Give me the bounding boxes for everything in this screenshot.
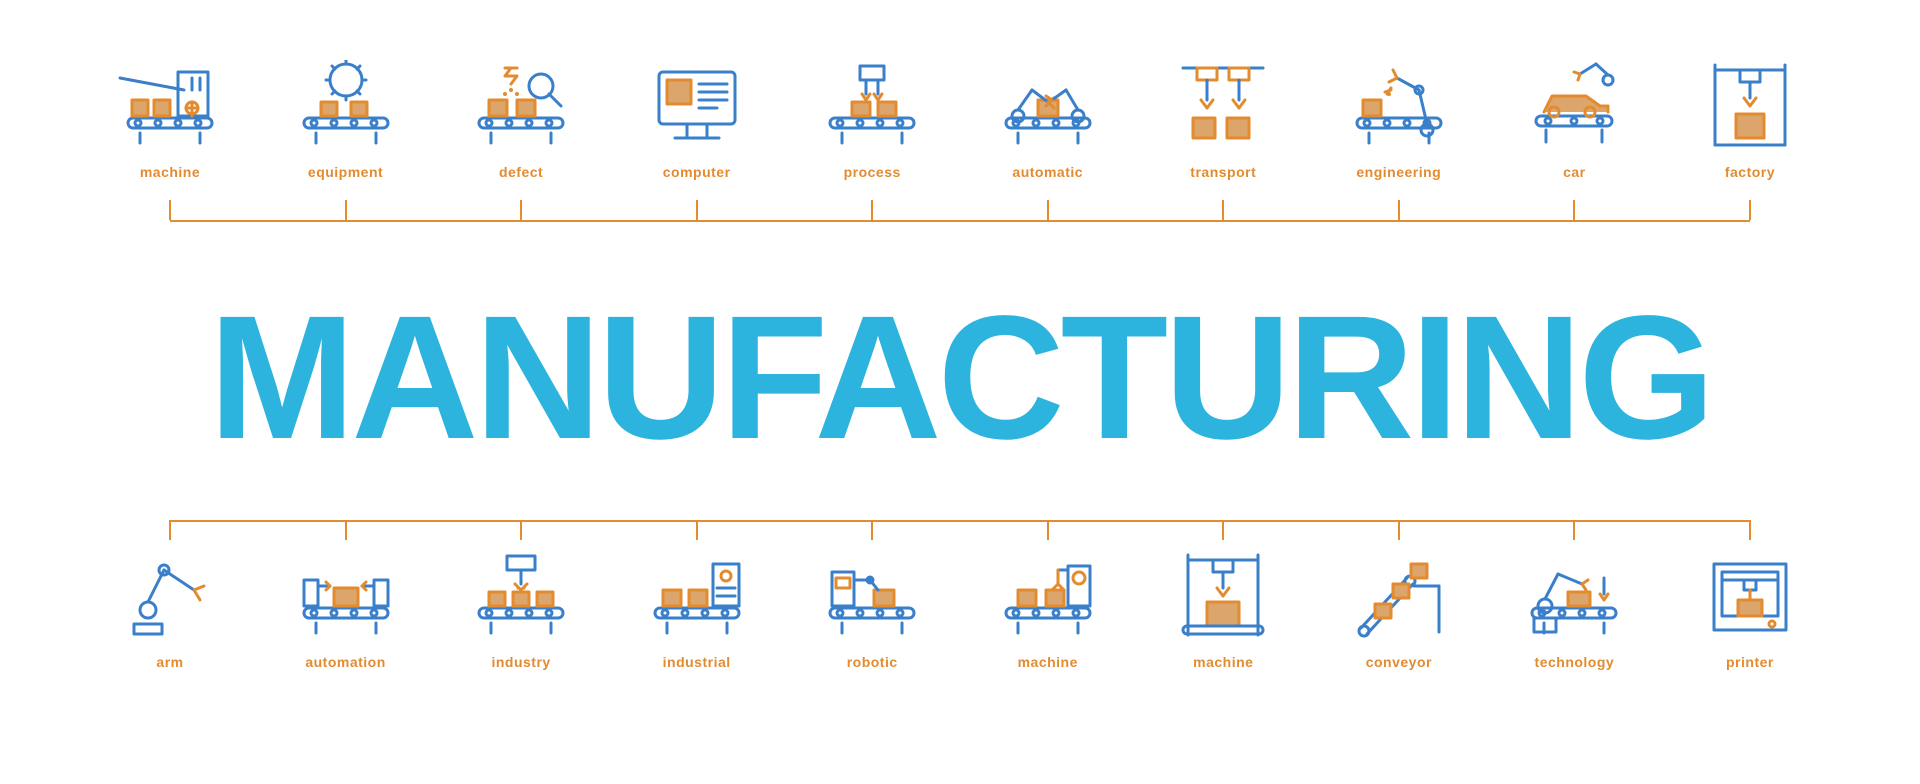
icon-label: industrial [663, 654, 731, 670]
icon-label: process [844, 164, 901, 180]
icon-cell-machine2: machine [968, 550, 1128, 670]
connector-bottom [170, 500, 1750, 540]
arm-icon [115, 550, 225, 640]
icon-cell-equipment: equipment [266, 60, 426, 180]
car-icon [1519, 60, 1629, 150]
machine2-icon [993, 550, 1103, 640]
icon-label: machine [1193, 654, 1253, 670]
icon-label: transport [1190, 164, 1256, 180]
icon-label: machine [1018, 654, 1078, 670]
icon-cell-automation: automation [266, 550, 426, 670]
icon-cell-robotic: robotic [792, 550, 952, 670]
icon-cell-car: car [1494, 60, 1654, 180]
icon-cell-automatic: automatic [968, 60, 1128, 180]
equipment-icon [291, 60, 401, 150]
icon-label: arm [156, 654, 183, 670]
icon-label: automatic [1012, 164, 1083, 180]
machine-icon [115, 60, 225, 150]
main-title: MANUFACTURING [0, 290, 1920, 466]
industrial-icon [642, 550, 752, 640]
icon-row-bottom: arm automation industry industrial [90, 550, 1830, 670]
connector-top [170, 200, 1750, 240]
icon-label: technology [1535, 654, 1615, 670]
automatic-icon [993, 60, 1103, 150]
icon-label: engineering [1356, 164, 1441, 180]
technology-icon [1519, 550, 1629, 640]
icon-label: machine [140, 164, 200, 180]
icon-cell-factory: factory [1670, 60, 1830, 180]
icon-label: robotic [847, 654, 898, 670]
conveyor-icon [1344, 550, 1454, 640]
icon-cell-transport: transport [1143, 60, 1303, 180]
transport-icon [1168, 60, 1278, 150]
icon-cell-defect: defect [441, 60, 601, 180]
icon-cell-technology: technology [1494, 550, 1654, 670]
defect-icon [466, 60, 576, 150]
industry-icon [466, 550, 576, 640]
robotic-icon [817, 550, 927, 640]
icon-label: factory [1725, 164, 1775, 180]
icon-cell-process: process [792, 60, 952, 180]
icon-cell-industry: industry [441, 550, 601, 670]
engineering-icon [1344, 60, 1454, 150]
icon-label: computer [663, 164, 731, 180]
icon-cell-conveyor: conveyor [1319, 550, 1479, 670]
icon-cell-industrial: industrial [617, 550, 777, 670]
icon-cell-computer: computer [617, 60, 777, 180]
icon-label: printer [1726, 654, 1774, 670]
icon-label: equipment [308, 164, 383, 180]
machine3-icon [1168, 550, 1278, 640]
icon-cell-engineering: engineering [1319, 60, 1479, 180]
automation-icon [291, 550, 401, 640]
factory-icon [1695, 60, 1805, 150]
icon-label: defect [499, 164, 543, 180]
printer-icon [1695, 550, 1805, 640]
computer-icon [642, 60, 752, 150]
process-icon [817, 60, 927, 150]
icon-row-top: machine equipment defect computer proces [90, 60, 1830, 180]
icon-label: car [1563, 164, 1586, 180]
icon-cell-machine: machine [90, 60, 250, 180]
icon-cell-machine3: machine [1143, 550, 1303, 670]
icon-label: automation [305, 654, 385, 670]
icon-cell-printer: printer [1670, 550, 1830, 670]
icon-label: conveyor [1366, 654, 1432, 670]
icon-label: industry [491, 654, 550, 670]
icon-cell-arm: arm [90, 550, 250, 670]
